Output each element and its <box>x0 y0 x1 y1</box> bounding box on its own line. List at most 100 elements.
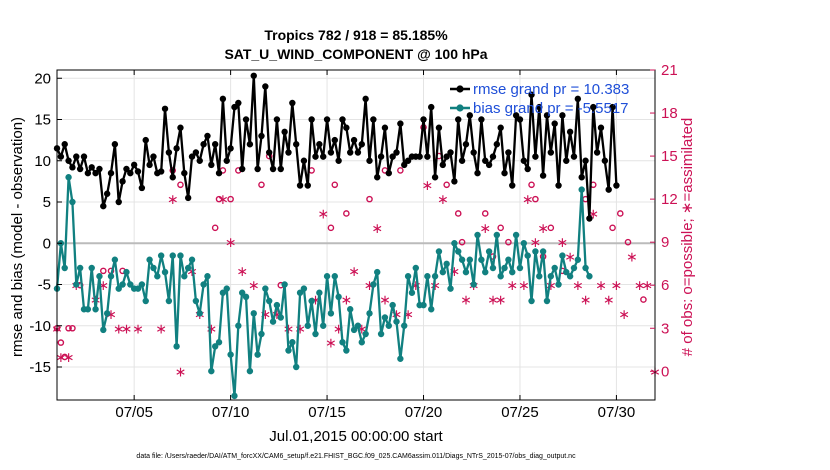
bias-point <box>350 326 358 334</box>
series-layer <box>53 72 620 400</box>
bias-point <box>524 252 531 259</box>
y-left-tick-label: 0 <box>43 235 51 252</box>
obs-assimilated-marker: ∗ <box>422 178 434 194</box>
bias-point <box>123 268 130 276</box>
rmse-point <box>177 124 184 131</box>
bias-point <box>374 268 381 276</box>
obs-possible-marker <box>61 353 69 361</box>
obs-assimilated-marker: ∗ <box>391 307 403 323</box>
bias-point <box>381 314 389 321</box>
rmse-point <box>73 153 80 160</box>
rmse-point <box>447 149 454 156</box>
legend-bias-label: bias grand pr = -5.5517 <box>473 100 629 117</box>
rmse-point <box>501 169 508 177</box>
obs-assimilated-marker: ∗ <box>356 321 368 337</box>
rmse-point <box>308 116 315 123</box>
bias-point <box>208 367 215 375</box>
bias-point <box>408 289 416 296</box>
rmse-point <box>169 174 176 181</box>
bias-point <box>142 297 149 305</box>
bias-point <box>470 281 477 288</box>
bias-point <box>505 256 512 263</box>
bias-point <box>293 363 300 371</box>
obs-assimilated-marker: ∗ <box>236 264 248 280</box>
obs-assimilated-marker: ∗ <box>348 264 360 280</box>
bias-point <box>289 339 296 346</box>
y-right-tick-label: 3 <box>661 320 669 337</box>
obs-possible-marker <box>258 181 265 189</box>
bias-point <box>285 347 292 354</box>
bias-point <box>304 322 311 329</box>
obs-possible-marker <box>69 324 76 332</box>
rmse-point <box>520 157 528 164</box>
rmse-point <box>489 153 497 160</box>
bias-point <box>219 289 227 296</box>
rmse-point <box>404 157 412 164</box>
rmse-point <box>215 169 223 177</box>
bias-point <box>478 256 485 263</box>
bias-point <box>181 273 188 280</box>
bias-point <box>115 285 122 292</box>
obs-possible-marker <box>211 224 219 232</box>
bias-point <box>574 256 582 263</box>
bias-point <box>84 306 92 313</box>
bias-point <box>316 289 323 296</box>
rmse-point <box>497 124 504 131</box>
y-right-tick-label: 0 <box>661 363 669 380</box>
bias-point <box>397 355 404 362</box>
rmse-point <box>424 153 431 160</box>
rmse-point <box>339 116 346 123</box>
rmse-point <box>482 157 489 164</box>
obs-assimilated-marker: ∗ <box>364 278 376 294</box>
rmse-point <box>273 116 281 123</box>
bias-point <box>138 281 146 288</box>
obs-possible-marker <box>343 210 350 217</box>
rmse-point <box>119 178 126 185</box>
rmse-point <box>385 169 392 177</box>
obs-assimilated-marker: ∗ <box>495 293 507 309</box>
rmse-point <box>157 168 165 175</box>
rmse-point <box>601 157 609 164</box>
rmse-point <box>246 141 254 148</box>
rmse-point <box>605 186 612 193</box>
rmse-point <box>231 103 238 111</box>
rmse-point <box>590 103 597 111</box>
rmse-point <box>238 165 246 173</box>
rmse-point <box>123 165 130 173</box>
rmse-point <box>416 153 423 160</box>
rmse-point <box>377 153 385 160</box>
x-axis-label: Jul.01,2015 00:00:00 start <box>269 428 443 445</box>
bias-point <box>570 264 578 272</box>
bias-point <box>227 351 234 358</box>
obs-possible-marker <box>616 210 624 217</box>
rmse-point <box>323 116 331 123</box>
ticks-layer: 07/05 07/10 07/15 07/20 07/25 07/30 -15 -10 -5 0 5… <box>29 62 677 421</box>
bias-point <box>169 252 176 259</box>
rmse-point <box>300 157 308 164</box>
obs-assimilated-marker: ∗ <box>167 192 179 208</box>
bias-point <box>331 273 338 280</box>
bias-point <box>173 343 180 350</box>
y-left-tick-label: 5 <box>43 194 51 211</box>
bias-point <box>192 297 200 305</box>
bias-point <box>150 264 157 272</box>
y-axis-label-left: rmse and bias (model - observation) <box>9 117 26 357</box>
obs-assimilated-marker: ∗ <box>105 307 117 323</box>
obs-possible-marker <box>327 224 335 232</box>
rmse-point <box>327 149 335 156</box>
bias-point <box>127 281 134 288</box>
rmse-point <box>204 132 211 140</box>
bias-point <box>327 310 335 317</box>
rmse-point <box>293 141 300 148</box>
obs-assimilated-marker: ∗ <box>506 278 518 294</box>
obs-possible-marker <box>640 296 647 303</box>
bias-point <box>107 273 115 280</box>
bias-point <box>296 289 304 296</box>
obs-possible-marker <box>532 195 539 203</box>
bias-point <box>385 322 392 329</box>
obs-assimilated-marker: ∗ <box>271 307 283 323</box>
rmse-point <box>235 99 242 107</box>
bias-point <box>516 264 524 272</box>
bias-point <box>92 306 99 313</box>
bias-point <box>76 264 84 272</box>
